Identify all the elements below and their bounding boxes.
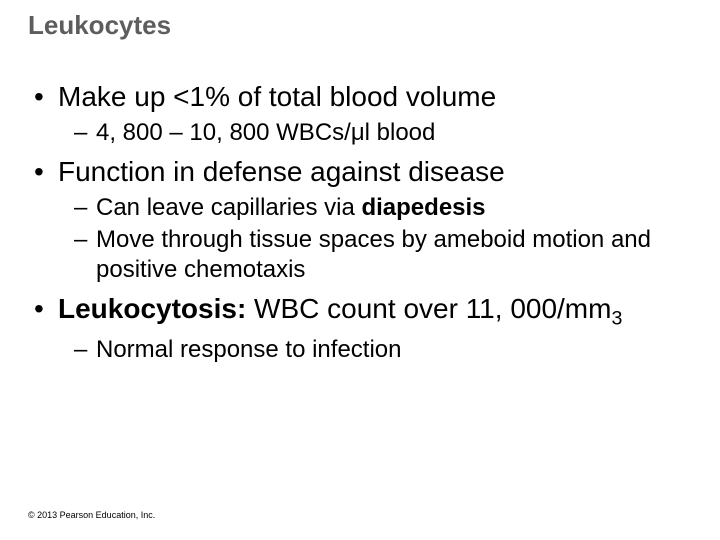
bullet-2-sub-1-bold: diapedesis [361, 194, 485, 221]
slide-title: Leukocytes [28, 8, 692, 41]
bullet-2: Function in defense against disease Can … [32, 154, 692, 285]
bullet-1-sublist: 4, 800 – 10, 800 WBCs/μl blood [58, 118, 692, 148]
bullet-2-sub-1: Can leave capillaries via diapedesis [74, 193, 692, 223]
bullet-2-sub-2: Move through tissue spaces by ameboid mo… [74, 225, 692, 285]
bullet-2-sub-1-prefix: Can leave capillaries via [96, 194, 361, 221]
bullet-3-sublist: Normal response to infection [58, 335, 692, 365]
bullet-1-text: Make up <1% of total blood volume [58, 81, 496, 112]
bullet-2-text: Function in defense against disease [58, 156, 505, 187]
bullet-1-sub-1: 4, 800 – 10, 800 WBCs/μl blood [74, 118, 692, 148]
bullet-3-bold: Leukocytosis: [58, 293, 246, 324]
bullet-3-rest: WBC count over 11, 000/mm [246, 293, 611, 324]
bullet-3-sub: 3 [611, 308, 622, 330]
copyright-text: © 2013 Pearson Education, Inc. [28, 510, 155, 520]
bullet-2-sublist: Can leave capillaries via diapedesis Mov… [58, 193, 692, 285]
bullet-3-sub-1: Normal response to infection [74, 335, 692, 365]
bullet-list: Make up <1% of total blood volume 4, 800… [28, 79, 692, 365]
bullet-3: Leukocytosis: WBC count over 11, 000/mm3… [32, 291, 692, 365]
bullet-1: Make up <1% of total blood volume 4, 800… [32, 79, 692, 148]
slide-container: Leukocytes Make up <1% of total blood vo… [0, 0, 720, 540]
